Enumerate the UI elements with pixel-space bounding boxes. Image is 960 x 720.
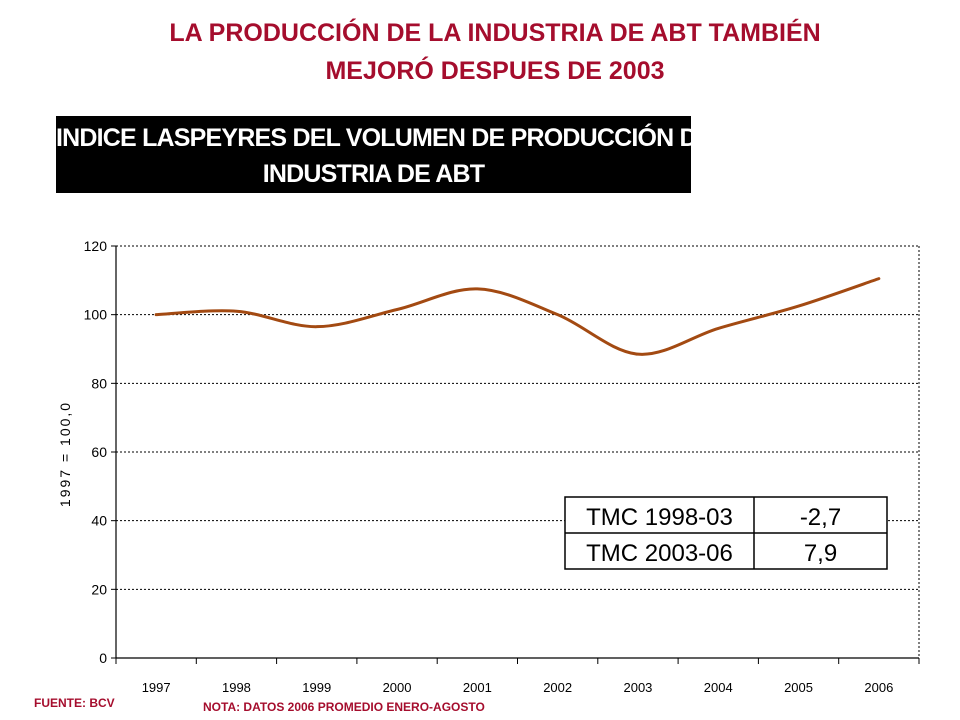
x-tick-label: 1999	[302, 680, 331, 695]
x-tick-label: 2003	[623, 680, 652, 695]
tmc-row-label: TMC 2003-06	[586, 540, 733, 567]
x-tick-label: 2005	[784, 680, 813, 695]
y-tick-label: 80	[91, 375, 107, 391]
x-tick-label: 2000	[383, 680, 412, 695]
y-tick-label: 60	[91, 444, 107, 460]
tmc-table: TMC 1998-03 -2,7 TMC 2003-06 7,9	[564, 496, 888, 570]
x-tick-label: 2002	[543, 680, 572, 695]
y-tick-label: 20	[91, 581, 107, 597]
x-tick-label: 1997	[142, 680, 171, 695]
y-tick-labels: 0 20 40 60 80 100 120	[84, 238, 108, 666]
note-label: NOTA: DATOS 2006 PROMEDIO ENERO-AGOSTO	[203, 700, 485, 714]
tmc-row-value: 7,9	[804, 540, 837, 567]
series-line	[154, 277, 881, 356]
tmc-row-label: TMC 1998-03	[586, 504, 733, 531]
y-axis-label: 1997 = 100,0	[57, 401, 73, 507]
slide-title-line1: LA PRODUCCIÓN DE LA INDUSTRIA DE ABT TAM…	[169, 19, 821, 47]
y-tick-label: 120	[84, 238, 108, 254]
slide-title-line2: MEJORÓ DESPUES DE 2003	[325, 57, 665, 85]
source-label: FUENTE: BCV	[34, 696, 115, 710]
x-tick-label: 2001	[463, 680, 492, 695]
chart-title-line1: INDICE LASPEYRES DEL VOLUMEN DE PRODUCCI…	[56, 124, 751, 152]
y-tick-label: 100	[84, 307, 108, 323]
x-tick-label: 2006	[864, 680, 893, 695]
chart-title-line2: INDUSTRIA DE ABT	[262, 160, 485, 188]
y-tick-label: 0	[99, 650, 107, 666]
y-tick-label: 40	[91, 513, 107, 529]
chart-title-box: INDICE LASPEYRES DEL VOLUMEN DE PRODUCCI…	[56, 116, 751, 193]
axes	[111, 245, 920, 664]
grid-lines	[116, 245, 920, 658]
x-tick-label: 2004	[704, 680, 733, 695]
tmc-row-value: -2,7	[800, 504, 841, 531]
x-tick-label: 1998	[222, 680, 251, 695]
slide-title: LA PRODUCCIÓN DE LA INDUSTRIA DE ABT TAM…	[40, 14, 950, 90]
x-tick-labels: 1997 1998 1999 2000 2001 2002 2003 2004 2005 2006	[142, 680, 894, 695]
